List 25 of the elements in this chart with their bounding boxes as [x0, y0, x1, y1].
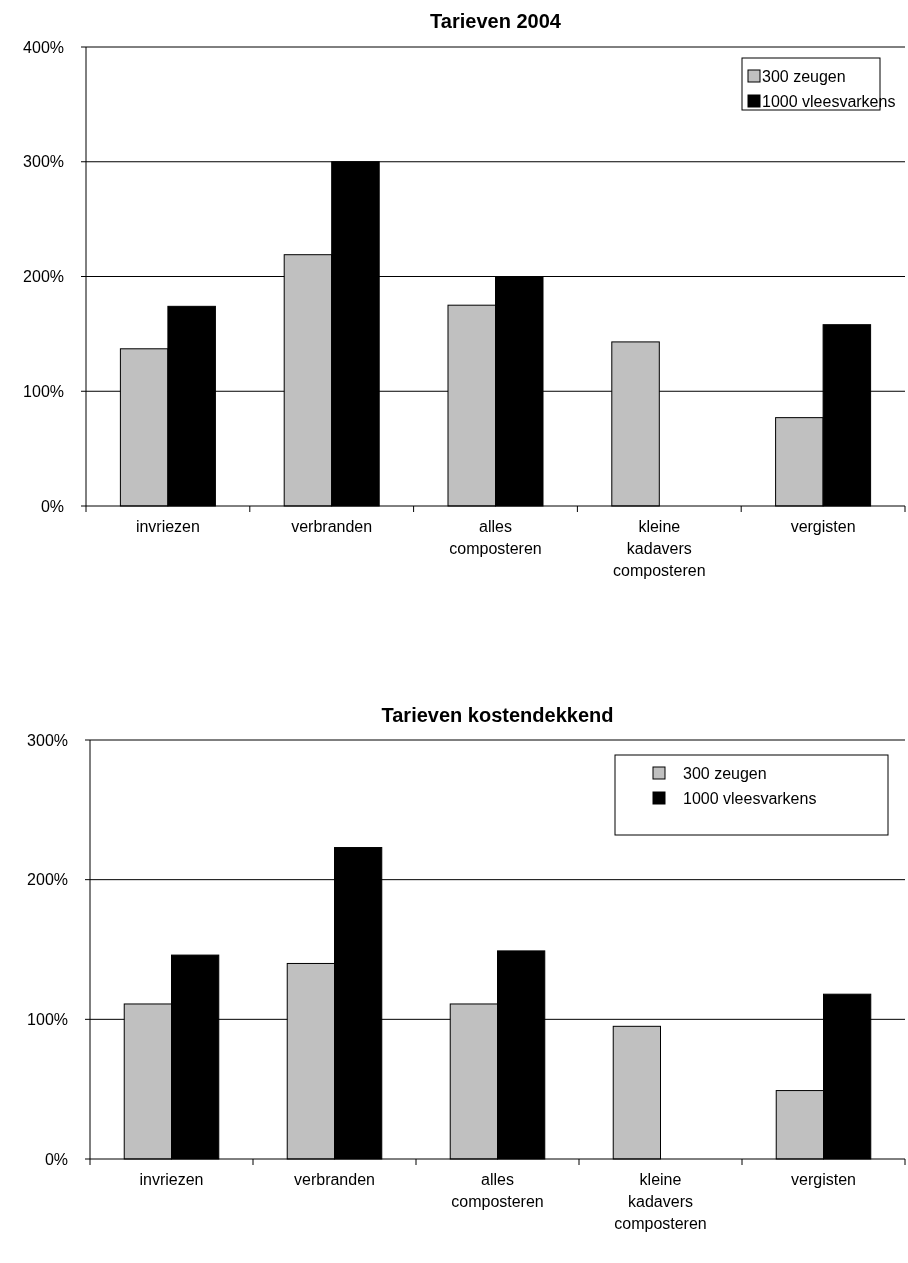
legend-label: 300 zeugen [762, 67, 846, 85]
y-tick-label: 300% [23, 153, 64, 171]
x-tick-label: vergisten [790, 518, 856, 535]
y-tick-label: 0% [40, 497, 64, 515]
x-tick-label: vergisten [791, 1171, 856, 1188]
legend-label: 1000 vleesvarkens [683, 789, 817, 807]
x-tick-label: invriezen [135, 518, 200, 535]
x-tick-label: alles composteren [451, 1171, 544, 1210]
x-tick-label: kleine kadavers composteren [613, 518, 706, 579]
x-tick-label: alles composteren [449, 518, 542, 557]
x-tick-label: invriezen [139, 1171, 204, 1188]
legend-label: 1000 vleesvarkens [762, 92, 896, 110]
x-tick-label: kleine kadavers composteren [614, 1171, 707, 1232]
chart-title: Tarieven 2004 [430, 10, 562, 32]
y-tick-label: 400% [23, 38, 64, 56]
y-tick-label: 200% [27, 871, 68, 889]
y-tick-label: 100% [23, 382, 64, 400]
y-tick-label: 300% [27, 731, 68, 749]
x-tick-label: verbranden [294, 1171, 375, 1188]
y-tick-label: 0% [44, 1150, 68, 1168]
chart-title: Tarieven kostendekkend [381, 704, 614, 726]
y-tick-label: 100% [27, 1010, 68, 1028]
legend-label: 300 zeugen [683, 764, 767, 782]
x-tick-label: verbranden [291, 518, 373, 535]
y-tick-label: 200% [23, 268, 64, 286]
